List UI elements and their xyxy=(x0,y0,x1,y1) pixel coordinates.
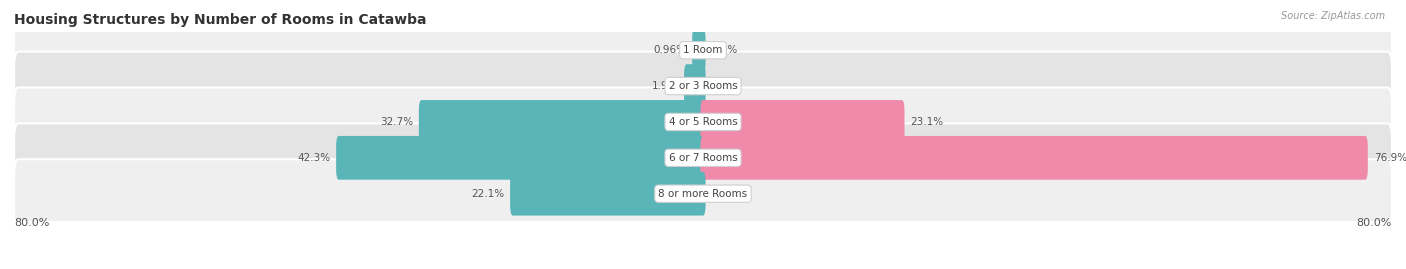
Text: 0.0%: 0.0% xyxy=(711,45,738,55)
Text: 0.96%: 0.96% xyxy=(654,45,686,55)
Text: 0.0%: 0.0% xyxy=(711,81,738,91)
Text: 0.0%: 0.0% xyxy=(711,189,738,199)
Text: 42.3%: 42.3% xyxy=(297,153,330,163)
Text: 4 or 5 Rooms: 4 or 5 Rooms xyxy=(669,117,737,127)
Text: 80.0%: 80.0% xyxy=(1357,218,1392,228)
FancyBboxPatch shape xyxy=(692,28,706,72)
FancyBboxPatch shape xyxy=(685,64,706,108)
Text: Housing Structures by Number of Rooms in Catawba: Housing Structures by Number of Rooms in… xyxy=(14,13,426,27)
Text: 23.1%: 23.1% xyxy=(911,117,943,127)
Text: 1.9%: 1.9% xyxy=(651,81,678,91)
FancyBboxPatch shape xyxy=(14,123,1392,192)
FancyBboxPatch shape xyxy=(14,16,1392,85)
Text: 76.9%: 76.9% xyxy=(1374,153,1406,163)
FancyBboxPatch shape xyxy=(419,100,706,144)
Text: 1 Room: 1 Room xyxy=(683,45,723,55)
Text: Source: ZipAtlas.com: Source: ZipAtlas.com xyxy=(1281,11,1385,21)
Text: 22.1%: 22.1% xyxy=(471,189,505,199)
Text: 32.7%: 32.7% xyxy=(380,117,413,127)
FancyBboxPatch shape xyxy=(510,172,706,215)
FancyBboxPatch shape xyxy=(14,52,1392,121)
Text: 6 or 7 Rooms: 6 or 7 Rooms xyxy=(669,153,737,163)
FancyBboxPatch shape xyxy=(700,136,1368,180)
FancyBboxPatch shape xyxy=(700,100,904,144)
FancyBboxPatch shape xyxy=(14,87,1392,156)
FancyBboxPatch shape xyxy=(14,159,1392,228)
Text: 8 or more Rooms: 8 or more Rooms xyxy=(658,189,748,199)
FancyBboxPatch shape xyxy=(336,136,706,180)
Text: 80.0%: 80.0% xyxy=(14,218,49,228)
Legend: Owner-occupied, Renter-occupied: Owner-occupied, Renter-occupied xyxy=(581,267,825,269)
Text: 2 or 3 Rooms: 2 or 3 Rooms xyxy=(669,81,737,91)
